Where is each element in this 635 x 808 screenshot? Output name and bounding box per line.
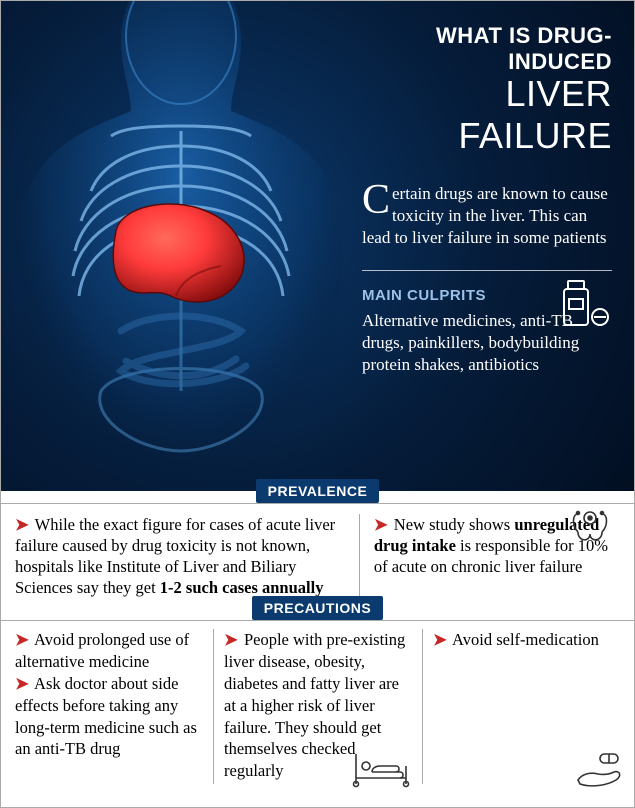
bullet-arrow: ➤: [433, 630, 447, 649]
bullet-arrow: ➤: [15, 515, 29, 534]
intro-paragraph: Certain drugs are known to cause toxicit…: [362, 183, 612, 248]
medicine-bottle-icon: [558, 277, 612, 331]
hand-pill-icon: [574, 750, 624, 790]
torso-illustration: [1, 1, 391, 491]
bullet-arrow: ➤: [224, 630, 238, 649]
precaution-text: Avoid self-medication: [452, 630, 599, 649]
prevalence-right: ➤ New study shows unregulated drug intak…: [360, 514, 620, 598]
stethoscope-icon: [568, 508, 612, 552]
prevalence-tag-wrap: PREVALENCE: [1, 479, 634, 503]
prevalence-left-bold: 1-2 such cases annually: [160, 578, 324, 597]
infographic: WHAT IS DRUG-INDUCED LIVER FAILURE Certa…: [0, 0, 635, 808]
title-line1: WHAT IS DRUG-INDUCED: [362, 23, 612, 75]
hero-divider: [362, 270, 612, 271]
prevalence-tag: PREVALENCE: [256, 479, 380, 503]
bullet-arrow: ➤: [374, 515, 388, 534]
precaution-item: ➤ Avoid prolonged use of alternative med…: [15, 629, 202, 673]
prevalence-left: ➤ While the exact figure for cases of ac…: [15, 514, 360, 598]
hospital-bed-icon: [352, 748, 410, 788]
precautions-section: ➤ Avoid prolonged use of alternative med…: [1, 620, 634, 796]
precaution-text: Ask doctor about side effects before tak…: [15, 674, 197, 758]
precautions-tag: PRECAUTIONS: [252, 596, 383, 620]
bullet-arrow: ➤: [15, 630, 29, 649]
precaution-text: Avoid prolonged use of alternative medic…: [15, 630, 189, 671]
title-line2: LIVER FAILURE: [362, 73, 612, 157]
precaution-item: ➤ Avoid self-medication: [433, 629, 620, 651]
precaution-item: ➤ Ask doctor about side effects before t…: [15, 673, 202, 760]
intro-dropcap: C: [362, 183, 392, 217]
bullet-arrow: ➤: [15, 674, 29, 693]
intro-rest: ertain drugs are known to cause toxicity…: [362, 184, 608, 247]
hero-panel: WHAT IS DRUG-INDUCED LIVER FAILURE Certa…: [1, 1, 634, 491]
prevalence-section: ➤ While the exact figure for cases of ac…: [1, 503, 634, 608]
precautions-tag-wrap: PRECAUTIONS: [1, 596, 634, 620]
prevalence-right-pre: New study shows: [394, 515, 515, 534]
